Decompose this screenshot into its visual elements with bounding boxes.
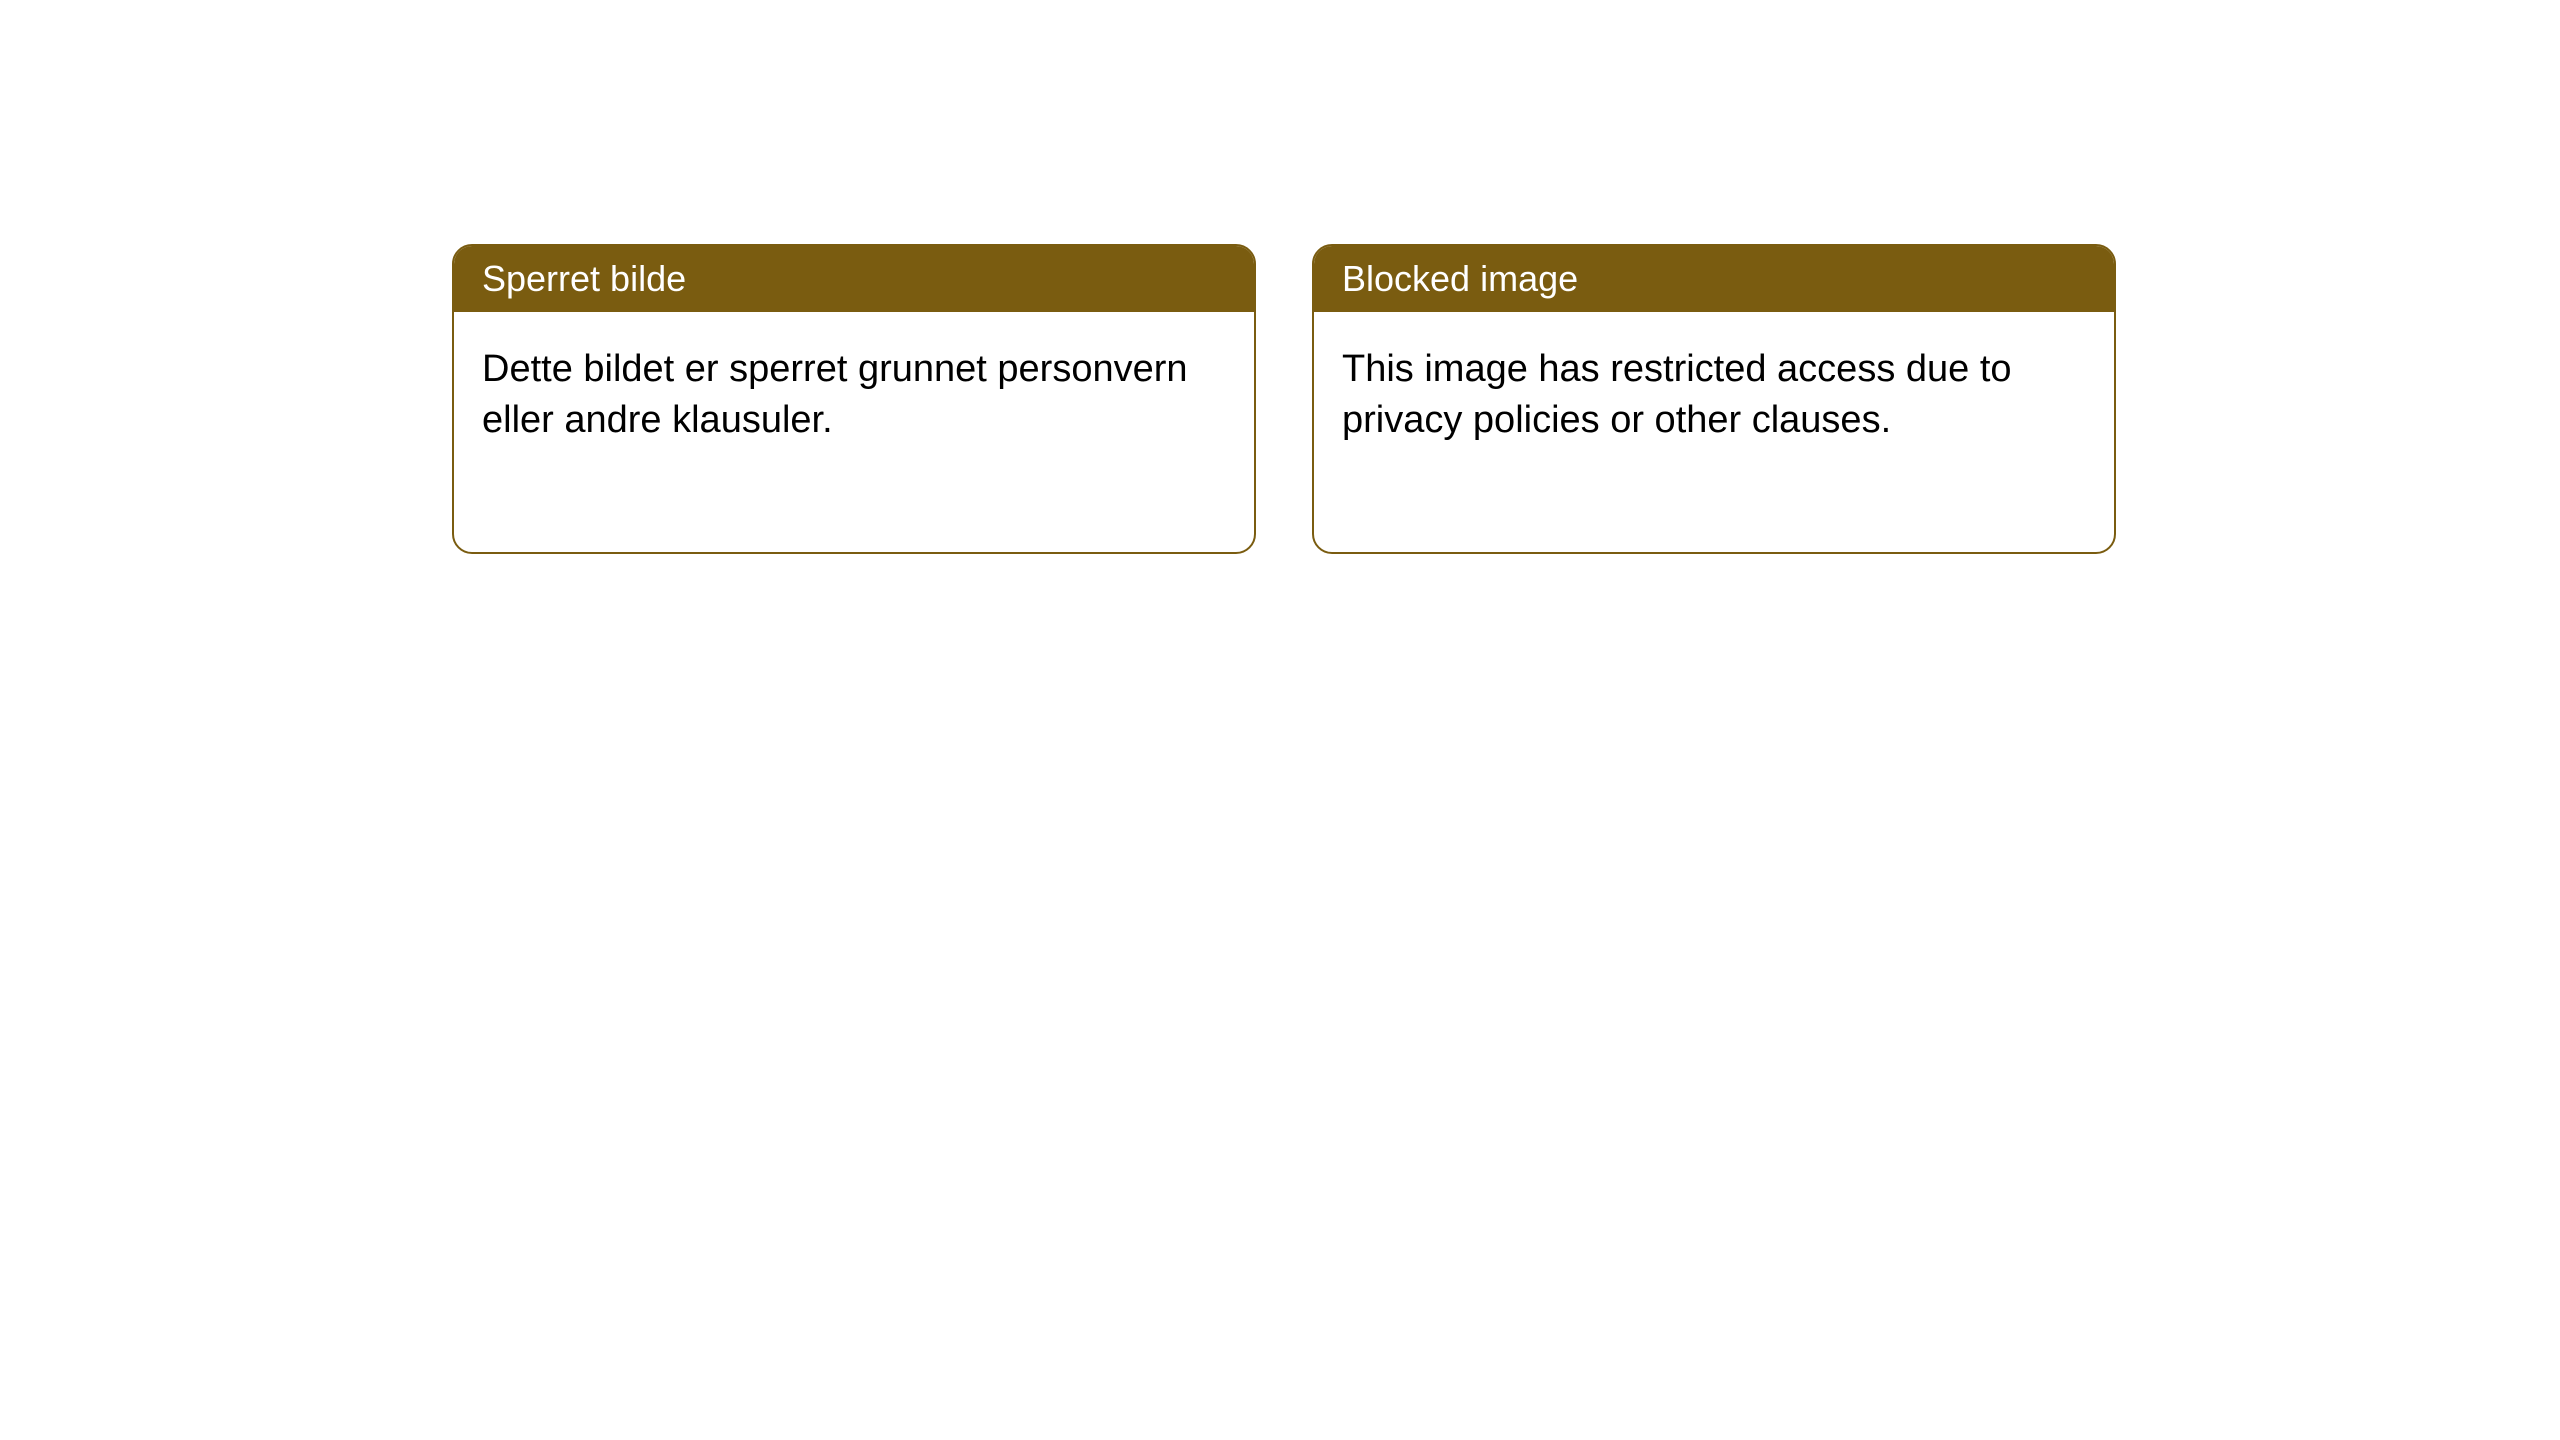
card-header: Sperret bilde <box>454 246 1254 312</box>
card-body: Dette bildet er sperret grunnet personve… <box>454 312 1254 552</box>
card-header: Blocked image <box>1314 246 2114 312</box>
notice-card-norwegian: Sperret bilde Dette bildet er sperret gr… <box>452 244 1256 554</box>
notice-container: Sperret bilde Dette bildet er sperret gr… <box>0 0 2560 554</box>
card-body: This image has restricted access due to … <box>1314 312 2114 552</box>
notice-card-english: Blocked image This image has restricted … <box>1312 244 2116 554</box>
